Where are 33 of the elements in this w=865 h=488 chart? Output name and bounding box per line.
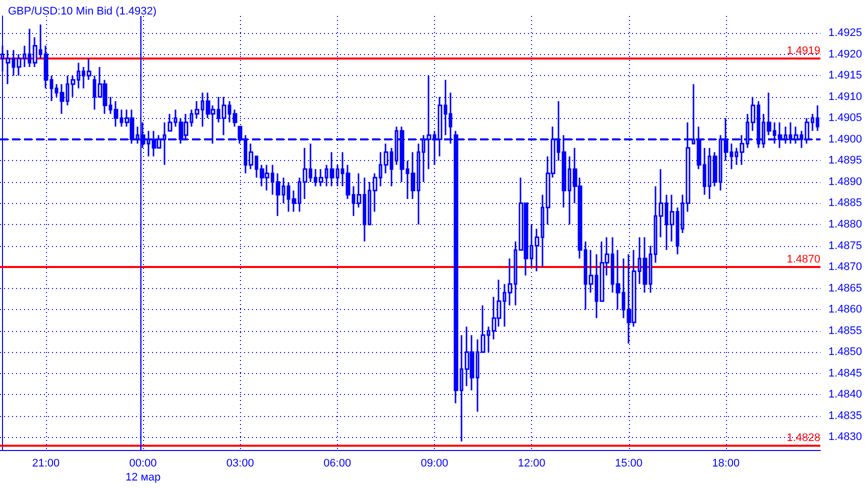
y-tick-label: 1.4840 <box>828 388 862 401</box>
y-tick-label: 1.4830 <box>828 431 862 444</box>
y-tick-label: 1.4860 <box>828 304 862 316</box>
y-tick-label: 1.4885 <box>828 197 862 210</box>
y-tick-label: 1.4875 <box>828 240 862 252</box>
x-tick-label: 18:00 <box>712 458 740 470</box>
y-tick-label: 1.4895 <box>828 154 862 167</box>
y-tick-label: 1.4900 <box>828 133 862 146</box>
ref-line-label: 1.4919 <box>786 45 820 58</box>
y-tick-label: 1.4905 <box>828 112 862 124</box>
x-tick-label: 09:00 <box>420 458 448 470</box>
x-tick-label: 03:00 <box>226 458 254 470</box>
ref-line-label: 1.4870 <box>786 254 820 266</box>
y-tick-label: 1.4835 <box>828 410 862 422</box>
y-tick-label: 1.4855 <box>828 324 862 337</box>
chart-title: GBP/USD:10 Min Bid (1.4932) <box>8 6 157 18</box>
y-tick-label: 1.4915 <box>828 70 862 82</box>
text: 12 мар <box>125 472 161 484</box>
x-tick-label: 00:00 <box>129 458 157 470</box>
y-tick-label: 1.4910 <box>828 90 862 103</box>
y-tick-label: 1.4925 <box>828 27 862 40</box>
y-tick-label: 1.4880 <box>828 218 862 230</box>
y-tick-label: 1.4865 <box>828 282 862 294</box>
y-tick-label: 1.4850 <box>828 346 862 358</box>
x-tick-label: 06:00 <box>324 458 352 470</box>
x-tick-label: 21:00 <box>32 458 60 470</box>
x-tick-label: 15:00 <box>614 458 643 470</box>
y-tick-label: 1.4920 <box>828 48 862 60</box>
x-tick-label: 12:00 <box>518 458 546 470</box>
y-tick-label: 1.4845 <box>828 367 862 380</box>
y-tick-label: 1.4890 <box>828 176 862 188</box>
y-tick-label: 1.4870 <box>828 261 862 274</box>
ref-line-label: 1.4828 <box>786 432 820 444</box>
